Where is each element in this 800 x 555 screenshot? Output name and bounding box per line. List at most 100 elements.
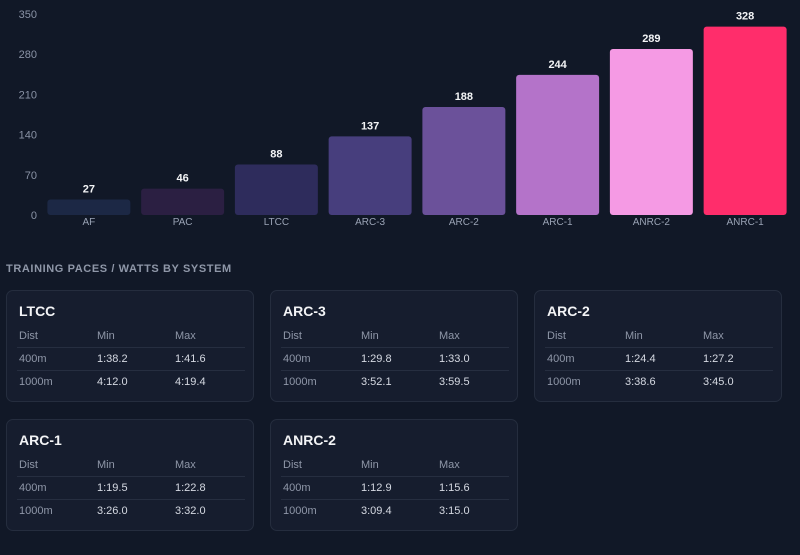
bar [609,49,693,215]
table-header-row: Dist Min Max [281,325,509,348]
y-tick-label: 70 [25,170,37,182]
table-row: 400m 1:19.5 1:22.8 [17,476,245,500]
data-label: 188 [455,91,473,103]
table-cell: 1:29.8 [359,347,437,371]
table-cell: 1:38.2 [95,347,173,371]
table-cell: 1:33.0 [437,347,509,371]
table-cell: 1000m [283,505,317,517]
card-title: ANRC-2 [283,432,336,448]
bar [47,199,131,215]
card-title: ARC-2 [547,303,590,319]
table-cell: 1:27.2 [701,347,773,371]
pace-card-arc-1: ARC-1 Dist Min Max 400m 1:19.5 1:22.8 10… [6,419,254,531]
bar [141,188,225,215]
column-header: Max [173,325,245,348]
table-cell: 1:12.9 [359,476,437,500]
x-tick-label: PAC [173,217,193,228]
column-header: Dist [17,454,95,477]
table-cell: 400m [545,347,623,371]
data-label: 244 [548,59,567,71]
x-tick-label: LTCC [264,217,289,228]
x-tick-label: ANRC-2 [633,217,671,228]
pace-card-arc-2: ARC-2 Dist Min Max 400m 1:24.4 1:27.2 10… [534,290,782,402]
table-row: 1000m 4:12.0 4:19.4 [17,371,245,394]
y-tick-label: 280 [19,49,37,61]
x-tick-label: ARC-2 [449,217,479,228]
table-cell: 3:26.0 [97,505,128,517]
table-row: 400m 1:24.4 1:27.2 [545,347,773,371]
pace-table: Dist Min Max 400m 1:29.8 1:33.0 1000m 3:… [281,325,509,393]
column-header: Max [173,454,245,477]
table-cell: 3:09.4 [361,505,392,517]
x-tick-label: ARC-3 [355,217,385,228]
column-header: Min [623,325,701,348]
x-tick-label: ARC-1 [543,217,573,228]
column-header: Min [95,325,173,348]
table-cell: 1000m [283,376,317,388]
card-title: LTCC [19,303,56,319]
column-header: Dist [281,454,359,477]
column-header: Min [359,325,437,348]
pace-table: Dist Min Max 400m 1:24.4 1:27.2 1000m 3:… [545,325,773,393]
table-cell: 3:45.0 [703,376,734,388]
table-cell: 4:12.0 [97,376,128,388]
table-header-row: Dist Min Max [17,325,245,348]
data-label: 46 [177,173,189,185]
column-header: Dist [545,325,623,348]
data-label: 137 [361,120,379,132]
table-header-row: Dist Min Max [281,454,509,477]
table-header-row: Dist Min Max [17,454,245,477]
bar [516,74,600,215]
column-header: Max [437,325,509,348]
table-cell: 1000m [19,505,53,517]
table-row: 400m 1:29.8 1:33.0 [281,347,509,371]
bar [422,107,506,215]
table-cell: 3:38.6 [625,376,656,388]
column-header: Max [701,325,773,348]
data-label: 27 [83,183,95,195]
y-tick-label: 140 [19,130,37,142]
table-cell: 3:59.5 [439,376,470,388]
column-header: Dist [281,325,359,348]
pace-table: Dist Min Max 400m 1:12.9 1:15.6 1000m 3:… [281,454,509,522]
column-header: Min [95,454,173,477]
table-cell: 1:19.5 [95,476,173,500]
table-cell: 400m [17,476,95,500]
y-tick-label: 350 [19,9,37,21]
table-cell: 1:41.6 [173,347,245,371]
x-tick-label: AF [82,217,95,228]
table-cell: 1:15.6 [437,476,509,500]
table-cell: 1000m [547,376,581,388]
table-cell: 1000m [19,376,53,388]
x-tick-label: ANRC-1 [727,217,765,228]
bar-chart: 0 70 140 210 280 350 27 AF 46 PAC 88 LTCC 137 ARC-3 18… [19,9,787,228]
bar [703,26,787,216]
table-cell: 400m [17,347,95,371]
y-tick-label: 0 [31,210,37,222]
table-row: 1000m 3:38.6 3:45.0 [545,371,773,394]
table-cell: 3:52.1 [361,376,392,388]
bar [234,164,318,215]
data-label: 88 [270,148,282,160]
column-header: Min [359,454,437,477]
table-row: 1000m 3:09.4 3:15.0 [281,500,509,523]
pace-card-arc-3: ARC-3 Dist Min Max 400m 1:29.8 1:33.0 10… [270,290,518,402]
pace-table: Dist Min Max 400m 1:19.5 1:22.8 1000m 3:… [17,454,245,522]
bar [328,136,412,215]
table-cell: 4:19.4 [175,376,206,388]
table-row: 400m 1:12.9 1:15.6 [281,476,509,500]
pace-table: Dist Min Max 400m 1:38.2 1:41.6 1000m 4:… [17,325,245,393]
table-cell: 1:24.4 [623,347,701,371]
pace-card-anrc-2: ANRC-2 Dist Min Max 400m 1:12.9 1:15.6 1… [270,419,518,531]
column-header: Dist [17,325,95,348]
pace-card-ltcc: LTCC Dist Min Max 400m 1:38.2 1:41.6 100… [6,290,254,402]
table-cell: 1:22.8 [173,476,245,500]
table-cell: 3:15.0 [439,505,470,517]
card-title: ARC-1 [19,432,62,448]
card-title: ARC-3 [283,303,326,319]
column-header: Max [437,454,509,477]
table-row: 1000m 3:52.1 3:59.5 [281,371,509,394]
table-header-row: Dist Min Max [545,325,773,348]
table-cell: 400m [281,476,359,500]
data-label: 289 [642,33,660,45]
